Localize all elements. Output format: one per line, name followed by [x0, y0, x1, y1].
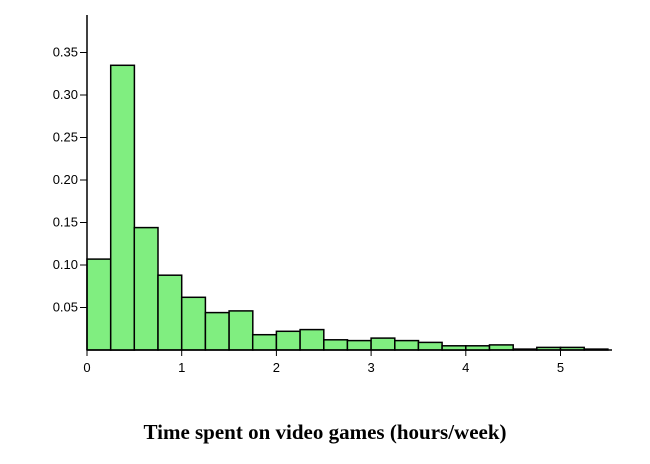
- x-tick-label: 4: [462, 360, 469, 375]
- y-tick-label: 0.15: [53, 215, 78, 230]
- y-tick-label: 0.05: [53, 300, 78, 315]
- histogram-bar: [275, 330, 301, 351]
- histogram-bar: [157, 274, 183, 351]
- histogram-bar: [251, 333, 278, 351]
- histogram-bar: [488, 344, 514, 351]
- y-tick-label: 0.20: [53, 172, 78, 187]
- histogram-bar: [370, 337, 396, 351]
- histogram-bar: [204, 311, 230, 351]
- x-axis: 0 1 2 3 4 5: [83, 349, 612, 375]
- y-tick-label: 0.30: [53, 87, 78, 102]
- x-tick-label: 1: [178, 360, 185, 375]
- histogram-bar: [394, 339, 420, 351]
- histogram-bar: [180, 296, 207, 351]
- x-tick-label: 2: [273, 360, 280, 375]
- y-tick-label: 0.10: [53, 257, 78, 272]
- y-axis: 0.05 0.10 0.15 0.20 0.25 0.30 0.35: [53, 15, 88, 350]
- x-tick-label: 0: [83, 360, 90, 375]
- x-tick-label: 3: [367, 360, 374, 375]
- histogram-bar: [133, 226, 159, 351]
- histogram-bar: [109, 64, 136, 351]
- histogram-bar: [323, 339, 349, 351]
- histogram-bar: [346, 339, 372, 351]
- histogram-bar: [228, 310, 254, 351]
- y-tick-label: 0.35: [53, 45, 78, 60]
- histogram-bar: [86, 258, 112, 351]
- histogram-bars: [86, 64, 609, 351]
- y-tick-label: 0.25: [53, 130, 78, 145]
- x-tick-label: 5: [557, 360, 564, 375]
- x-axis-title: Time spent on video games (hours/week): [143, 420, 507, 444]
- histogram-bar: [299, 328, 325, 351]
- histogram-bar: [417, 341, 443, 351]
